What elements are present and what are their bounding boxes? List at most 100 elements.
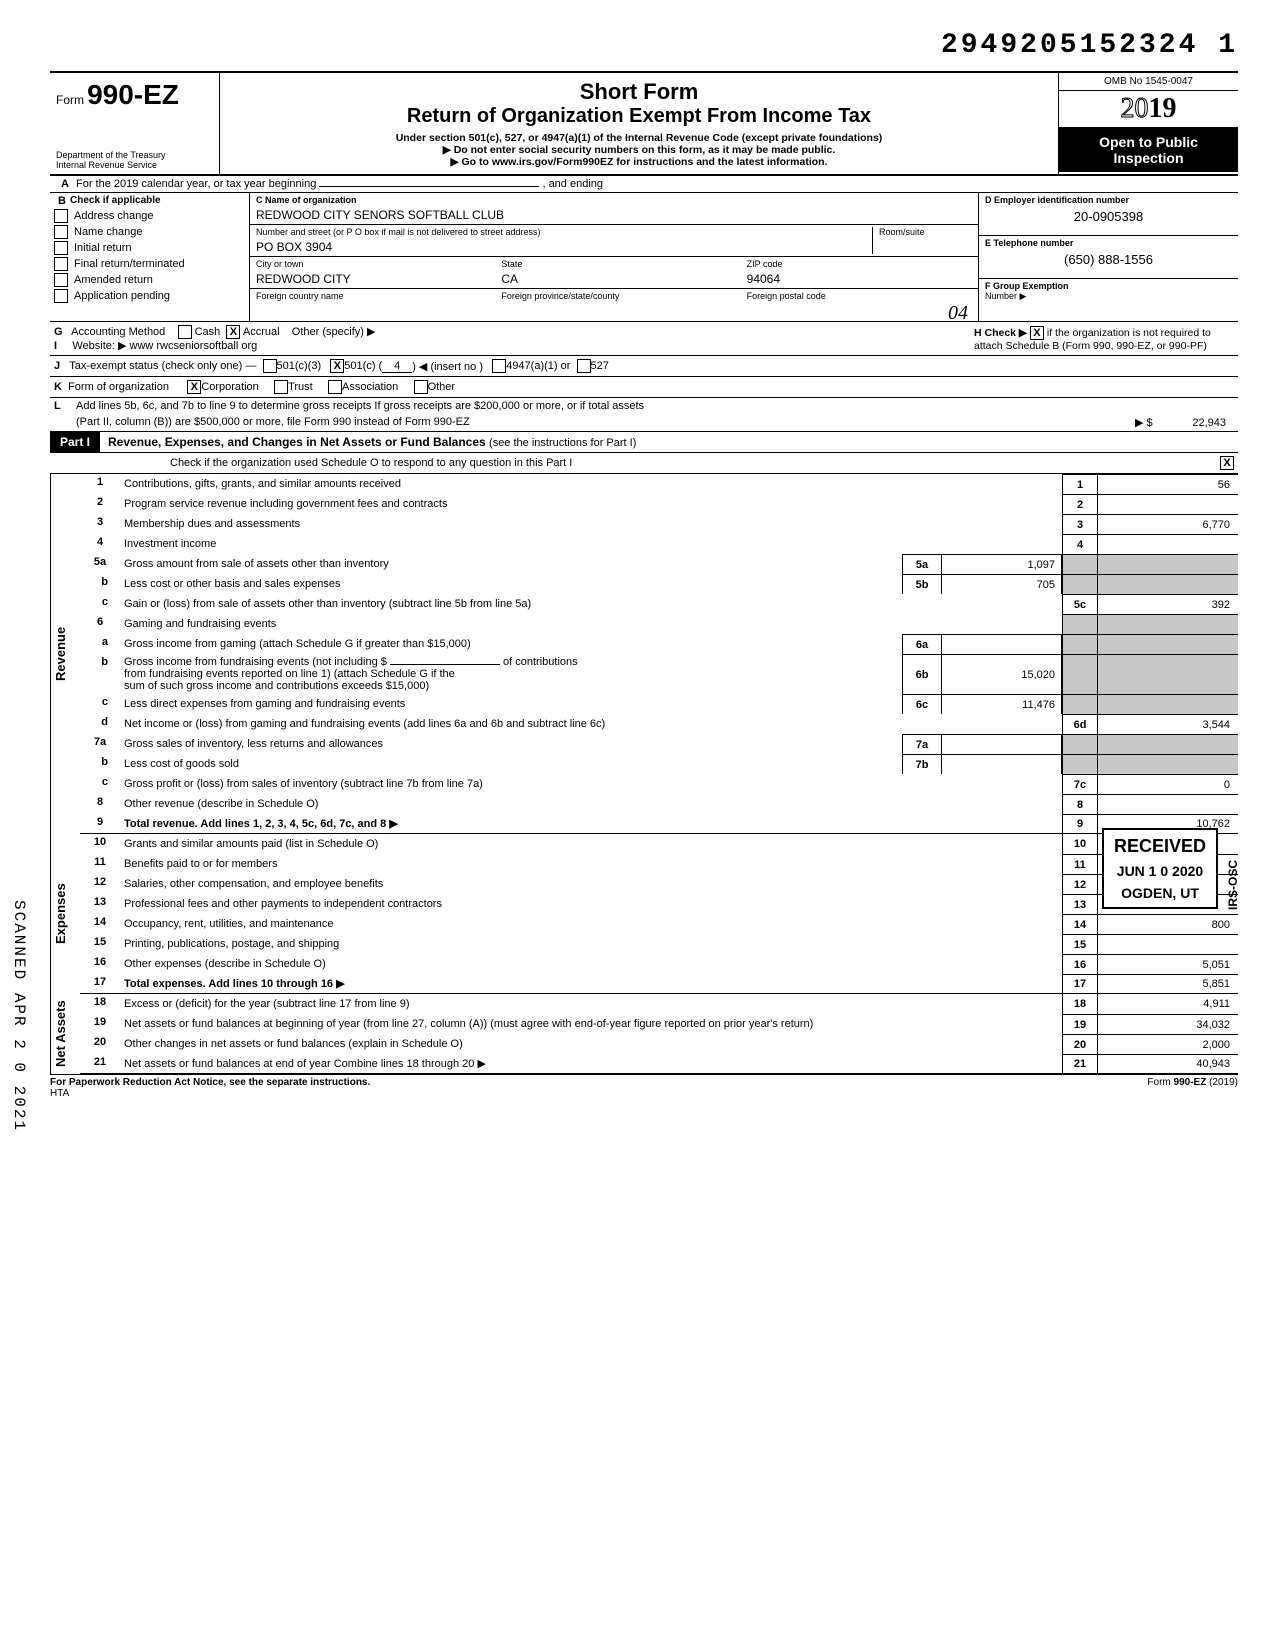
l-amount-val: 22,943	[1192, 417, 1226, 429]
rv: 5,051	[1098, 954, 1238, 974]
part1-title: Revenue, Expenses, and Changes in Net As…	[100, 432, 1238, 452]
line-13: 13 Professional fees and other payments …	[80, 894, 1238, 914]
rn: 2	[1062, 494, 1098, 514]
ln: b	[80, 574, 120, 588]
netassets-section: Net Assets 18 Excess or (deficit) for th…	[50, 994, 1238, 1074]
ln: 4	[80, 534, 120, 548]
cb-name-change[interactable]: Name change	[54, 225, 245, 239]
cal-year-text: For the 2019 calendar year, or tax year …	[76, 178, 316, 190]
acct-method-text: Accounting Method	[71, 326, 165, 338]
cb-other-org[interactable]	[414, 380, 428, 394]
ln: 14	[80, 914, 120, 928]
ln: 16	[80, 954, 120, 968]
cb-assoc[interactable]	[328, 380, 342, 394]
open-line1: Open to Public	[1063, 134, 1234, 150]
cb-h[interactable]: X	[1030, 326, 1044, 340]
letter-a: A	[54, 178, 76, 190]
line-20: 20 Other changes in net assets or fund b…	[80, 1034, 1238, 1054]
letter-g: G	[54, 326, 63, 338]
col-c: C Name of organization REDWOOD CITY SENO…	[250, 193, 978, 321]
cb-527[interactable]	[577, 359, 591, 373]
city-row: City or town State ZIP code REDWOOD CITY…	[250, 257, 978, 289]
ein-cell: D Employer identification number 20-0905…	[979, 193, 1238, 236]
h-block: H Check ▶ X if the organization is not r…	[974, 326, 1234, 352]
cb-amended[interactable]: Amended return	[54, 273, 245, 287]
rv	[1098, 934, 1238, 954]
rv-shaded	[1098, 754, 1238, 774]
check-text: Check if the organization used Schedule …	[170, 457, 1220, 469]
rn: 5c	[1062, 594, 1098, 614]
cb-accrual[interactable]: X	[226, 325, 240, 339]
ssn-warning: Do not enter social security numbers on …	[454, 144, 836, 156]
rv-shaded	[1098, 694, 1238, 714]
ld: Gross sales of inventory, less returns a…	[120, 736, 902, 752]
cb-4947[interactable]	[492, 359, 506, 373]
cb-schedule-o[interactable]: X	[1220, 456, 1234, 470]
ld: Gross income from gaming (attach Schedul…	[120, 636, 902, 652]
527-label: 527	[591, 360, 609, 372]
rv	[1098, 794, 1238, 814]
rv-shaded	[1098, 614, 1238, 634]
rn: 6d	[1062, 714, 1098, 734]
mv: 1,097	[942, 554, 1062, 574]
row-j: J Tax-exempt status (check only one) — 5…	[50, 356, 1238, 377]
cb-501c3[interactable]	[263, 359, 277, 373]
ld: Gross income from fundraising events (no…	[120, 654, 902, 694]
line-15: 15 Printing, publications, postage, and …	[80, 934, 1238, 954]
cb-501c[interactable]: X	[330, 359, 344, 373]
dept-treasury: Department of the Treasury	[56, 150, 166, 160]
ld: Other changes in net assets or fund bala…	[120, 1036, 1062, 1052]
letter-j: J	[54, 360, 60, 372]
stamp-location: OGDEN, UT	[1114, 885, 1206, 901]
cb-label: Final return/terminated	[74, 258, 185, 270]
d1: Gross income from fundraising events (no…	[124, 656, 387, 668]
cb-address-change[interactable]: Address change	[54, 209, 245, 223]
cb-initial-return[interactable]: Initial return	[54, 241, 245, 255]
mn: 5b	[902, 574, 942, 594]
entity-block: B Check if applicable Address change Nam…	[50, 193, 1238, 322]
cash-label: Cash	[195, 326, 221, 338]
rv: 392	[1098, 594, 1238, 614]
mv	[942, 754, 1062, 774]
trust-label: Trust	[288, 381, 313, 393]
col-d: D Employer identification number 20-0905…	[978, 193, 1238, 321]
year-suffix: 19	[1149, 93, 1177, 124]
line-6: 6 Gaming and fundraising events	[80, 614, 1238, 634]
rn: 19	[1062, 1014, 1098, 1034]
paperwork-notice: For Paperwork Reduction Act Notice, see …	[50, 1077, 370, 1088]
rv: 3,544	[1098, 714, 1238, 734]
ln: 2	[80, 494, 120, 508]
ld: Less direct expenses from gaming and fun…	[120, 696, 902, 712]
ld: Net assets or fund balances at end of ye…	[120, 1055, 1062, 1072]
cb-final-return[interactable]: Final return/terminated	[54, 257, 245, 271]
rn: 11	[1062, 854, 1098, 874]
rn: 17	[1062, 974, 1098, 993]
street-row: Number and street (or P O box if mail is…	[250, 225, 978, 257]
ln: 15	[80, 934, 120, 948]
rn: 1	[1062, 474, 1098, 494]
scanned-label: SCANNED APR 2 0 2021	[10, 900, 28, 1132]
rv: 2,000	[1098, 1034, 1238, 1054]
ld: Grants and similar amounts paid (list in…	[120, 836, 1062, 852]
group-num-label: Number ▶	[985, 291, 1232, 302]
cb-trust[interactable]	[274, 380, 288, 394]
rn: 7c	[1062, 774, 1098, 794]
rv: 34,032	[1098, 1014, 1238, 1034]
expenses-section: Expenses 10 Grants and similar amounts p…	[50, 834, 1238, 994]
fcountry-label: Foreign country name	[256, 291, 481, 301]
ld: Net assets or fund balances at beginning…	[120, 1016, 1062, 1032]
cb-corp[interactable]: X	[187, 380, 201, 394]
room-label: Room/suite	[879, 227, 972, 237]
omb-number: OMB No 1545-0047	[1059, 73, 1238, 91]
mn: 7a	[902, 734, 942, 754]
rn-shaded	[1062, 554, 1098, 574]
fprov-label: Foreign province/state/county	[501, 291, 726, 301]
cb-cash[interactable]	[178, 325, 192, 339]
ln: 11	[80, 854, 120, 868]
h-label: H Check ▶	[974, 326, 1027, 338]
form-header: Form 990-EZ Department of the Treasury I…	[50, 71, 1238, 176]
rn: 12	[1062, 874, 1098, 894]
rv-shaded	[1098, 634, 1238, 654]
cb-app-pending[interactable]: Application pending	[54, 289, 245, 303]
rn-shaded	[1062, 654, 1098, 694]
